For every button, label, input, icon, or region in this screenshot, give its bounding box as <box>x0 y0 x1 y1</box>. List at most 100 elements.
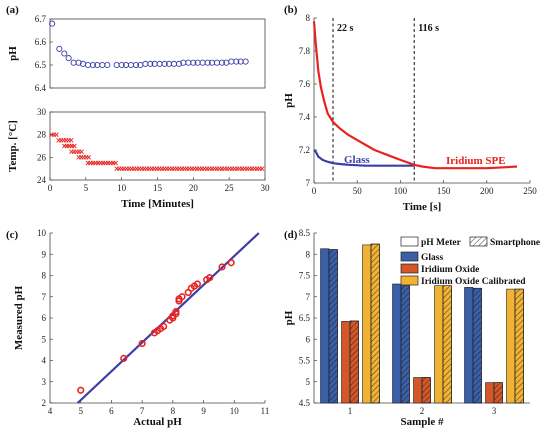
panel-b-xtick-label: 100 <box>394 186 408 196</box>
panel-b-series-label: Glass <box>344 154 370 166</box>
panel-c-ytick-label: 3 <box>42 377 47 387</box>
panel-a-ph-point <box>156 60 163 67</box>
panel-b-xtick-label: 50 <box>353 186 363 196</box>
panel-c-data-point <box>218 263 226 271</box>
panel-a-ph-point <box>113 61 120 69</box>
panel-d-bar <box>485 382 495 404</box>
panel-c-data-point <box>77 386 85 394</box>
panel-c-ytick-label: 7 <box>42 292 47 302</box>
panel-d-bar-hatch <box>514 288 524 404</box>
legend-label-series: Iridium Oxide <box>421 265 479 275</box>
panel-c-data-point <box>160 322 168 331</box>
panel-b-ytick-label: 8 <box>306 13 311 23</box>
panel-d-ytick-label: 8.5 <box>299 228 311 238</box>
panel-a-xtick-label: 5 <box>84 183 89 193</box>
panel-d-ytick-label: 7.5 <box>299 271 311 281</box>
panel-a-temp-point <box>86 155 92 160</box>
panel-a-xtick-label: 30 <box>261 183 271 193</box>
panel-b-marker-label: 22 s <box>337 23 354 34</box>
legend-label-series: Iridium Oxide Calibrated <box>421 277 526 287</box>
panel-a-top-ytick-label: 6.6 <box>35 37 47 47</box>
panel-d-ytick-label: 8 <box>306 249 311 259</box>
panel-c-xtick-label: 5 <box>78 406 83 416</box>
panel-c-ytick-label: 9 <box>42 249 47 259</box>
panel-c-ytick-label: 10 <box>37 228 47 238</box>
panel-d-xtick-label: 1 <box>348 406 353 416</box>
panel-d-ytick-label: 4.5 <box>299 398 311 408</box>
panel-c-data-point <box>178 293 186 301</box>
panel-d-bar-hatch <box>349 320 359 404</box>
panel-a-ph-point <box>185 59 192 66</box>
panel-d-label: (d) <box>284 229 298 241</box>
panel-d-bar-hatch <box>328 249 338 404</box>
panel-d-bar-hatch <box>493 382 503 404</box>
panel-c-data-point <box>120 354 128 362</box>
panel-d-xtick-label: 3 <box>492 406 497 416</box>
panel-a-ph-point <box>218 59 226 66</box>
panel-c-data-point <box>138 339 146 348</box>
panel-d-ytick-label: 5 <box>306 377 311 387</box>
panel-b-xtick-label: 0 <box>312 186 317 196</box>
panel-b-marker-label: 116 s <box>418 23 439 34</box>
panel-a-xtick-label: 0 <box>48 183 53 193</box>
legend-swatch-glass <box>400 251 419 262</box>
panel-d-bar <box>362 244 372 404</box>
panel-a-ph-point <box>75 59 82 66</box>
panel-a-ph-point <box>204 59 211 66</box>
legend-swatch-ph-meter <box>400 236 419 247</box>
panel-d-bar-hatch <box>472 287 482 404</box>
panel-a-top-ytick-label: 6.7 <box>35 14 47 24</box>
panel-a-ph-point <box>170 60 178 67</box>
panel-b-ytick-label: 7.6 <box>299 79 311 89</box>
panel-d-bar <box>434 285 444 404</box>
panel-d-bar <box>413 377 423 404</box>
panel-a-ph-point <box>190 59 197 66</box>
panel-c-xtick-label: 7 <box>140 406 145 416</box>
panel-b-xtick-label: 250 <box>523 186 537 196</box>
panel-c-xtick-label: 9 <box>201 406 206 416</box>
panel-a-ph-point <box>104 61 111 69</box>
panel-a-top-ytick-label: 6.4 <box>35 83 47 93</box>
panel-d-bar-hatch <box>442 285 452 404</box>
panel-d-bar-hatch <box>400 284 410 404</box>
panel-c-ytick-label: 4 <box>42 356 47 366</box>
panel-a-ph-point <box>70 59 77 66</box>
panel-a-xlabel: Time [Minutes] <box>121 198 194 210</box>
panel-d-bar <box>392 283 402 404</box>
legend-swatch-calibrated <box>400 275 419 286</box>
panel-a-xtick-label: 10 <box>117 183 127 193</box>
panel-c-data-point <box>193 280 202 288</box>
panel-c-data-point <box>206 274 214 282</box>
panel-d-bar-hatch <box>421 377 431 404</box>
panel-d-ytick-label: 5.5 <box>299 356 311 366</box>
panel-a-bottom-ytick-label: 28 <box>37 130 47 140</box>
panel-d-bar <box>464 287 474 404</box>
panel-a-temp-point <box>259 166 265 171</box>
legend-swatch-smartphone <box>469 236 488 247</box>
panel-d-bar <box>506 288 516 404</box>
panel-a-ph-point <box>142 60 149 67</box>
panel-a-bottom-ytick-label: 26 <box>37 152 47 162</box>
panel-a-temp-point <box>68 138 74 143</box>
panel-a-top-ytick-label: 6.5 <box>35 60 47 70</box>
panel-a-ph-point <box>49 20 56 27</box>
panel-d-xtick-label: 2 <box>420 406 425 416</box>
panel-a-temp-point <box>54 132 59 137</box>
panel-a-ph-point <box>213 59 221 66</box>
panel-a-top-frame <box>49 18 266 89</box>
panel-c-ytick-label: 6 <box>42 313 47 323</box>
panel-c-xlabel: Actual pH <box>133 416 182 428</box>
legend-label-series: Glass <box>421 253 443 263</box>
panel-d-ytick-label: 6 <box>306 334 311 344</box>
panel-a-xtick-label: 25 <box>225 183 235 193</box>
panel-c-xtick-label: 8 <box>171 406 176 416</box>
panel-a-ph-point <box>175 60 183 67</box>
legend-swatch-iridium <box>400 263 419 274</box>
panel-b-ytick-label: 7 <box>306 178 311 188</box>
panel-d-ylabel: pH <box>283 310 295 325</box>
panel-d-bar-hatch <box>370 243 380 404</box>
panel-a-xtick-label: 15 <box>153 183 163 193</box>
panel-c-xtick-label: 6 <box>109 406 114 416</box>
panel-b-xtick-label: 200 <box>480 186 494 196</box>
